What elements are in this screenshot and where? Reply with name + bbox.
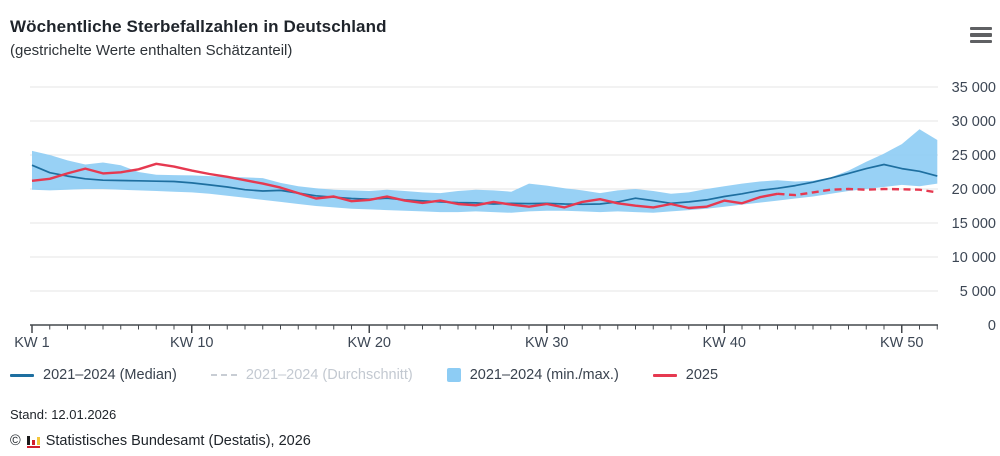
dashed-line-icon	[210, 374, 237, 376]
y-axis-label: 0	[988, 318, 996, 334]
page-title: Wöchentliche Sterbefallzahlen in Deutsch…	[10, 17, 387, 36]
chart-legend: 2021–2024 (Median) 2021–2024 (Durchschni…	[10, 367, 718, 383]
x-axis-label: KW 1	[14, 335, 49, 351]
page-subtitle: (gestrichelte Werte enthalten Schätzante…	[10, 42, 293, 59]
y-axis-label: 10 000	[952, 250, 996, 266]
legend-label: 2021–2024 (min./max.)	[469, 367, 619, 383]
legend-item-minmax[interactable]: 2021–2024 (min./max.)	[446, 367, 619, 383]
legend-label: 2025	[685, 367, 719, 383]
legend-label: 2021–2024 (Durchschnitt)	[245, 367, 413, 383]
y-axis-label: 30 000	[952, 114, 996, 130]
line-2025-solid	[31, 162, 778, 210]
y-axis-label: 35 000	[952, 80, 996, 96]
destatis-bars-icon	[26, 434, 41, 448]
line-2025-dashed	[777, 187, 938, 197]
y-axis-label: 25 000	[952, 148, 996, 164]
x-axis-label: KW 40	[702, 335, 746, 351]
legend-item-median[interactable]: 2021–2024 (Median)	[10, 367, 177, 383]
x-axis-label: KW 30	[525, 335, 569, 351]
chart-plot-area[interactable]: KW 1 KW 10 KW 20 KW 30 KW 40 KW 50 0 5 000 10 00…	[0, 75, 1000, 357]
y-axis-label: 15 000	[952, 216, 996, 232]
chart-menu-button[interactable]	[966, 22, 996, 48]
x-axis-label: KW 20	[347, 335, 391, 351]
band-swatch-icon	[446, 368, 461, 382]
status-date: Stand: 12.01.2026	[10, 407, 117, 422]
minmax-band	[32, 129, 938, 213]
x-axis-label: KW 10	[170, 335, 214, 351]
median-line-icon	[10, 373, 34, 377]
y-axis-label: 20 000	[952, 182, 996, 198]
y-axis-label: 5 000	[960, 284, 996, 300]
hamburger-icon	[970, 33, 992, 37]
legend-item-2025[interactable]: 2025	[652, 367, 719, 383]
x-axis-label: KW 50	[880, 335, 924, 351]
source-text: Statistisches Bundesamt (Destatis), 2026	[45, 433, 311, 449]
legend-label: 2021–2024 (Median)	[43, 367, 177, 383]
hamburger-icon	[970, 39, 992, 44]
hamburger-icon	[970, 26, 992, 31]
copyright-line: © Statistisches Bundesamt (Destatis), 20…	[10, 433, 311, 449]
copyright-symbol: ©	[10, 433, 21, 449]
red-line-icon	[652, 373, 677, 377]
legend-item-durchschnitt[interactable]: 2021–2024 (Durchschnitt)	[210, 367, 413, 383]
